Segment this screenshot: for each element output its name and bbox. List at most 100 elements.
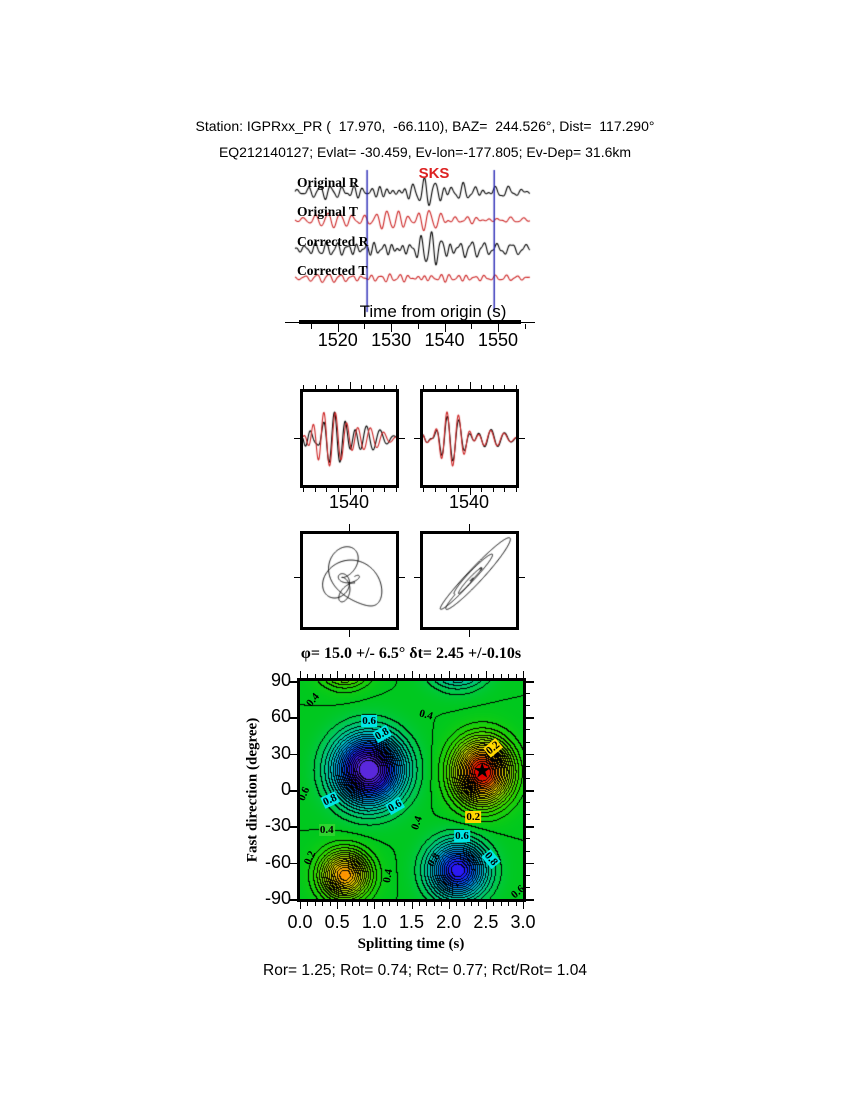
zoom-right-tick-label: 1540	[448, 492, 490, 512]
contour-xlabel: Splitting time (s)	[357, 936, 465, 952]
trace-label-original-t: Original T	[297, 204, 358, 219]
station-header-line: Station: IGPRxx_PR ( 17.970, -66.110), B…	[195, 118, 655, 134]
zoom-box-bottom-tick	[303, 488, 304, 492]
contour-y-tick-label: 0	[280, 779, 291, 799]
contour-left-major-tick	[289, 899, 297, 901]
contour-y-tick-label: 30	[270, 742, 291, 763]
zoom-box-bottom-tick	[492, 488, 494, 492]
contour-top-minor-tick	[314, 674, 316, 678]
zoom-box-top-tick	[361, 385, 363, 389]
contour-x-tick-label: 2.0	[436, 912, 462, 932]
contour-bottom-minor-tick	[307, 902, 309, 906]
pm-box-right-tick	[399, 577, 405, 578]
time-axis-tick-label: 1520	[317, 330, 358, 350]
contour-level-label: 0.4	[318, 823, 335, 836]
contour-top-minor-tick	[418, 674, 420, 678]
pm-box-bottom-tick	[469, 630, 470, 637]
contour-x-tick-label: 1.0	[361, 912, 387, 932]
contour-bottom-minor-tick	[470, 902, 472, 906]
time-axis-minor-tick	[364, 324, 366, 329]
contour-level-label: 0.6	[454, 830, 470, 843]
contour-bottom-minor-tick	[352, 902, 354, 906]
contour-right-major-tick	[526, 826, 534, 828]
zoom-box-left-tick	[414, 438, 420, 439]
contour-top-minor-tick	[463, 674, 465, 678]
best-solution-star-icon: ★	[472, 759, 492, 783]
contour-right-major-tick	[526, 717, 534, 719]
time-axis-major-tick	[337, 324, 339, 332]
zoom-box-right-tick	[399, 438, 405, 439]
zoom-box-bottom-tick	[396, 488, 397, 492]
contour-top-minor-tick	[359, 674, 361, 678]
contour-top-major-tick	[523, 671, 524, 678]
contour-right-minor-tick	[526, 886, 530, 888]
contour-top-major-tick	[448, 671, 450, 678]
zoom-waveform-canvas-left	[303, 392, 396, 485]
contour-top-major-tick	[411, 671, 413, 678]
particle-motion-canvas-right	[423, 534, 516, 627]
contour-y-tick-label: -30	[264, 815, 291, 836]
phase-label-sks: SKS	[418, 165, 450, 182]
contour-bottom-minor-tick	[418, 902, 420, 906]
contour-bottom-minor-tick	[478, 902, 480, 906]
zoom-box-top-tick	[337, 385, 339, 389]
contour-top-minor-tick	[307, 674, 309, 678]
contour-top-minor-tick	[515, 674, 517, 678]
contour-top-minor-tick	[404, 674, 406, 678]
contour-right-minor-tick	[526, 705, 530, 707]
contour-right-minor-tick	[526, 838, 530, 840]
contour-top-minor-tick	[508, 674, 510, 678]
pm-box-top-tick	[349, 524, 350, 531]
contour-y-tick-label: -90	[264, 888, 291, 908]
zoom-left-tick-label: 1540	[328, 492, 370, 512]
zoom-box-bottom-tick	[326, 488, 328, 492]
zoom-box-top-tick	[396, 385, 397, 389]
zoom-box-top-tick	[372, 385, 374, 389]
zoom-box-left-tick	[294, 438, 300, 439]
pm-box-bottom-tick	[349, 630, 350, 637]
contour-right-minor-tick	[526, 777, 530, 779]
zoom-box-top-tick	[434, 385, 436, 389]
pm-box-left-tick	[294, 577, 300, 578]
contour-top-minor-tick	[456, 674, 458, 678]
trace-label-original-r: Original R	[297, 175, 359, 190]
zoom-box-top-tick	[516, 385, 517, 389]
contour-bottom-minor-tick	[426, 902, 428, 906]
contour-x-tick-label: 3.0	[510, 912, 536, 932]
zoom-box-bottom-tick	[372, 488, 374, 492]
contour-y-tick-label: 60	[270, 706, 291, 727]
zoom-box-bottom-tick	[481, 488, 483, 492]
zoom-box-bottom-tick	[423, 488, 424, 492]
contour-bottom-major-tick	[374, 902, 376, 909]
contour-title: φ= 15.0 +/- 6.5° δt= 2.45 +/-0.10s	[300, 645, 522, 662]
zoom-box-bottom-tick	[384, 488, 386, 492]
contour-y-tick-label: -60	[264, 851, 291, 872]
contour-right-major-tick	[526, 790, 534, 792]
contour-bottom-minor-tick	[508, 902, 510, 906]
time-axis-minor-tick	[524, 324, 526, 329]
time-axis-major-tick	[497, 324, 499, 332]
contour-bottom-major-tick	[337, 902, 339, 909]
pm-box-top-tick	[469, 524, 470, 531]
zoom-box-bottom-tick	[504, 488, 506, 492]
zoom-box-top-tick	[492, 385, 494, 389]
contour-top-minor-tick	[344, 674, 346, 678]
contour-top-minor-tick	[366, 674, 368, 678]
contour-bottom-major-tick	[411, 902, 413, 909]
contour-right-major-tick	[526, 899, 534, 901]
contour-left-major-tick	[289, 826, 297, 828]
contour-bottom-minor-tick	[500, 902, 502, 906]
contour-x-tick-label: 1.5	[398, 912, 425, 932]
zoom-box-bottom-tick	[446, 488, 448, 492]
zoom-box-top-tick	[303, 385, 304, 389]
contour-bottom-major-tick	[300, 902, 301, 909]
zoom-box-bottom-tick	[469, 488, 471, 495]
contour-top-major-tick	[374, 671, 376, 678]
contour-top-minor-tick	[381, 674, 383, 678]
contour-bottom-major-tick	[485, 902, 487, 909]
contour-bottom-minor-tick	[359, 902, 361, 906]
zoom-box-top-tick	[457, 385, 459, 389]
contour-top-minor-tick	[478, 674, 480, 678]
contour-bottom-minor-tick	[404, 902, 406, 906]
